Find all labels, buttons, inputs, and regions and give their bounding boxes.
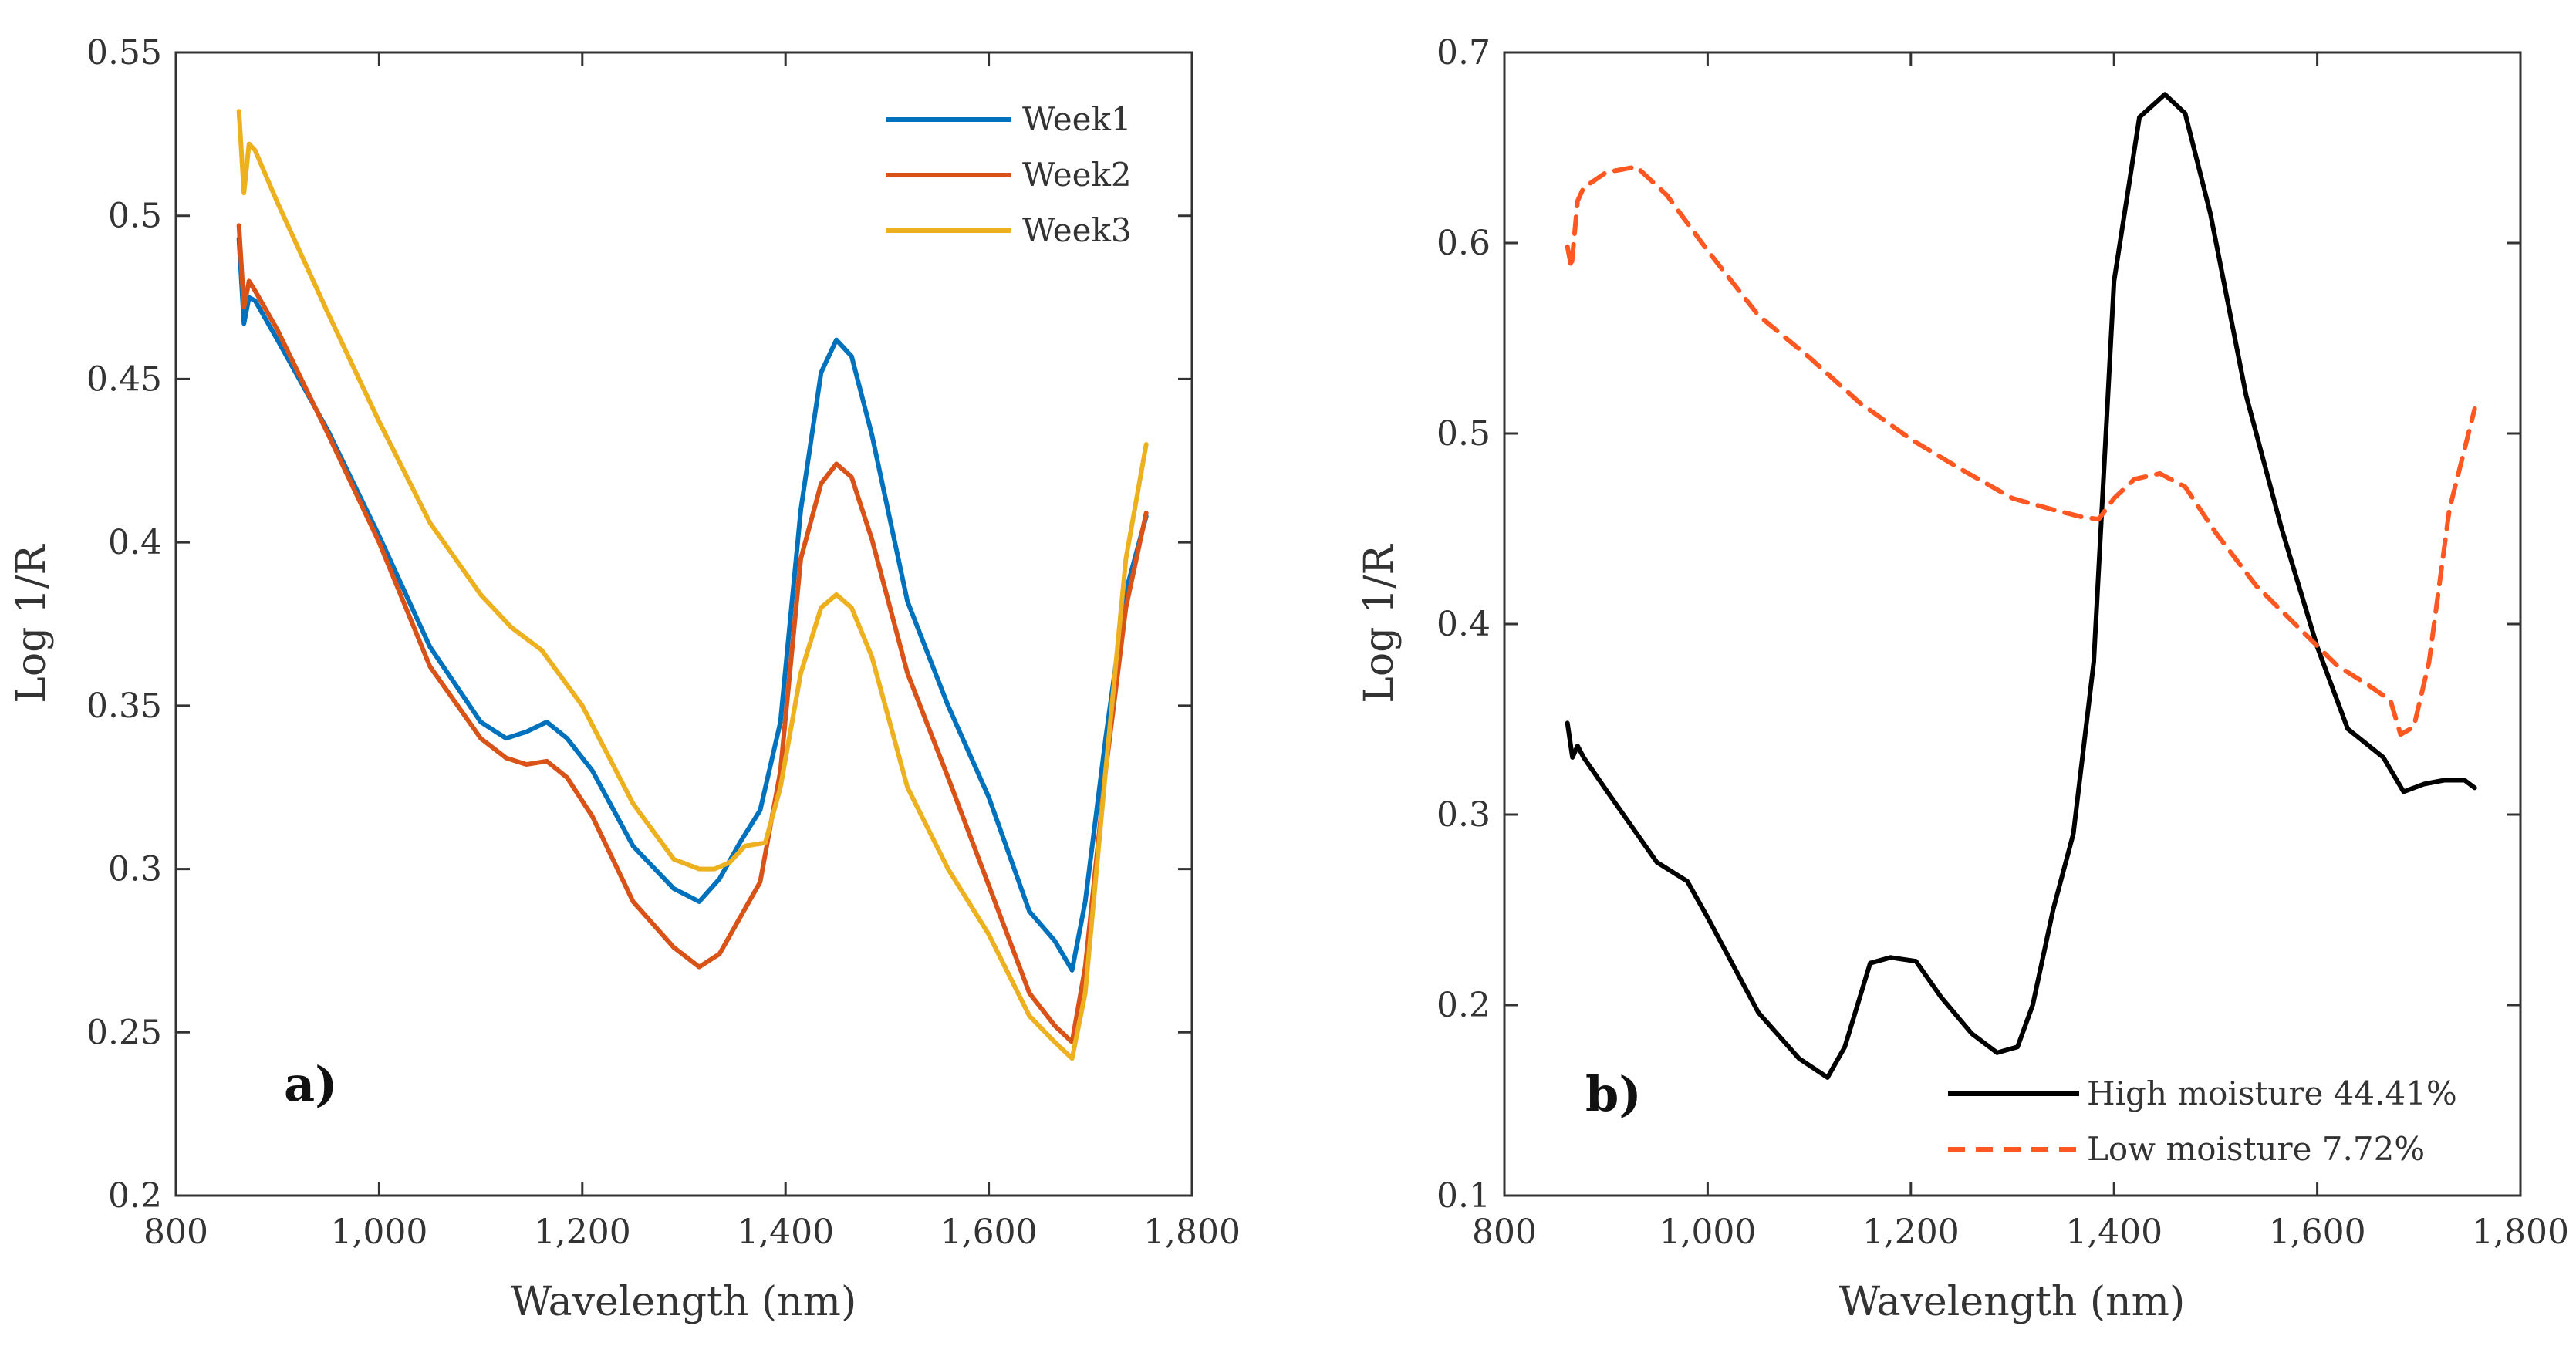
y-tick-label: 0.2	[108, 1176, 162, 1216]
y-tick-label: 0.1	[1437, 1176, 1491, 1216]
legend-b: High moisture 44.41% Low moisture 7.72%	[1948, 1074, 2457, 1168]
x-ticks-a: 800 1,000 1,200 1,400 1,600 1,800	[143, 52, 1241, 1252]
x-tick-label: 1,800	[1143, 1213, 1241, 1252]
x-tick-label: 1,800	[2472, 1213, 2569, 1252]
x-tick-label: 1,600	[2269, 1213, 2366, 1252]
series-lines-b	[1565, 92, 2477, 1080]
y-tick-label: 0.25	[86, 1013, 162, 1052]
y-tick-label: 0.7	[1437, 33, 1491, 73]
y-tick-label: 0.55	[86, 33, 162, 73]
legend-label: Low moisture 7.72%	[2087, 1130, 2425, 1168]
series-line-low-moisture-7-72	[1565, 164, 2477, 737]
y-tick-label: 0.6	[1437, 224, 1491, 263]
plot-area-b	[1503, 51, 2522, 1197]
y-axis-title-a: Log 1/R	[8, 543, 55, 703]
y-tick-label: 0.4	[108, 523, 162, 562]
series-line-week1	[236, 236, 1149, 973]
y-tick-label: 0.35	[86, 686, 162, 726]
x-tick-label: 1,000	[330, 1213, 427, 1252]
x-tick-label: 1,200	[534, 1213, 631, 1252]
x-tick-label: 1,000	[1659, 1213, 1756, 1252]
x-tick-label: 800	[143, 1213, 208, 1252]
legend-label: Week2	[1022, 156, 1132, 194]
y-axis-title-b: Log 1/R	[1356, 543, 1403, 703]
y-tick-label: 0.45	[86, 359, 162, 399]
x-axis-title-a: Wavelength (nm)	[511, 1279, 857, 1325]
y-tick-label: 0.4	[1437, 605, 1491, 644]
series-line-week2	[236, 223, 1149, 1044]
y-ticks-a: 0.2 0.25 0.3 0.35 0.4 0.45 0.5 0.55	[86, 33, 1192, 1216]
panel-a: 800 1,000 1,200 1,400 1,600 1,800 0.20.250.30…	[8, 33, 1241, 1325]
legend-label: High moisture 44.41%	[2087, 1074, 2457, 1112]
panel-label-b: b)	[1585, 1066, 1642, 1122]
y-tick-label: 0.2	[1437, 986, 1491, 1025]
x-tick-label: 1,200	[1862, 1213, 1960, 1252]
x-ticks-b: 800 1,000 1,200 1,400 1,600 1,800	[1472, 52, 2569, 1252]
panel-b: 800 1,000 1,200 1,400 1,600 1,800 0.10.20.30.…	[1356, 33, 2569, 1325]
y-tick-label: 0.5	[108, 197, 162, 236]
x-tick-label: 800	[1472, 1213, 1537, 1252]
x-axis-title-b: Wavelength (nm)	[1839, 1279, 2186, 1325]
legend-label: Week3	[1022, 211, 1132, 249]
series-line-week3	[236, 109, 1149, 1061]
y-tick-label: 0.3	[108, 850, 162, 889]
x-tick-label: 1,400	[737, 1213, 834, 1252]
series-line-high-moisture-44-41	[1565, 92, 2477, 1080]
y-ticks-b: 0.1 0.2 0.3 0.4 0.5 0.6 0.7	[1437, 33, 2520, 1216]
legend-label: Week1	[1022, 100, 1132, 138]
x-tick-label: 1,600	[940, 1213, 1038, 1252]
panel-label-a: a)	[284, 1056, 338, 1112]
y-tick-label: 0.5	[1437, 414, 1491, 454]
x-tick-label: 1,400	[2065, 1213, 2162, 1252]
series-lines-a	[236, 109, 1149, 1061]
y-tick-label: 0.3	[1437, 795, 1491, 835]
plot-area-a	[174, 51, 1193, 1197]
legend-a: Week1 Week2 Week3	[886, 100, 1132, 249]
